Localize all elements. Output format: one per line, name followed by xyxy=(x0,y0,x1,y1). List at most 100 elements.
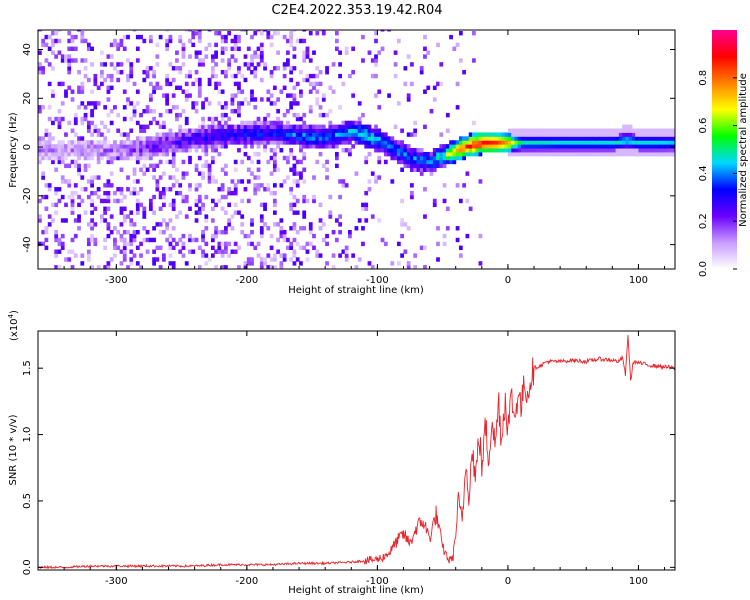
spectrogram-cell xyxy=(292,202,297,208)
spectrogram-cell xyxy=(423,46,427,51)
spectrogram-cell xyxy=(139,136,143,141)
spectrogram-cell xyxy=(93,206,98,211)
spectrogram-cell xyxy=(233,124,238,130)
spectrogram-cell xyxy=(272,163,277,169)
spectrogram-cell xyxy=(390,155,395,161)
spectrogram-cell xyxy=(449,151,453,157)
spectrogram-cell xyxy=(220,140,225,145)
spectrogram-cell xyxy=(279,128,284,133)
spectrogram-cell xyxy=(299,132,303,137)
spectrogram-cell xyxy=(158,148,163,153)
spectrogram-cell xyxy=(230,179,235,184)
spectrogram-cell xyxy=(348,151,352,157)
spectrogram-cell xyxy=(576,132,581,137)
spectrogram-cell xyxy=(253,175,258,180)
spectrogram-cell xyxy=(250,120,254,126)
spectrogram-cell xyxy=(188,73,192,79)
spectrogram-cell xyxy=(289,206,294,211)
spectrogram-cell xyxy=(279,132,284,137)
spectrogram-cell xyxy=(103,62,108,67)
spectrogram-cell xyxy=(109,229,114,235)
spectrogram-cell xyxy=(181,42,186,48)
spectrogram-cell xyxy=(615,136,620,141)
spectrogram-cell xyxy=(224,38,228,44)
spectrogram-cell xyxy=(312,73,316,79)
spectrogram-cell xyxy=(286,175,290,180)
spectrogram-cell xyxy=(286,132,290,137)
spectrogram-cell xyxy=(312,124,316,130)
spectrogram-cell xyxy=(80,175,85,180)
spectrogram-cell xyxy=(132,140,137,145)
spectrogram-cell xyxy=(256,124,261,130)
spectrogram-cell xyxy=(370,140,375,145)
spectrogram-cell xyxy=(47,155,52,161)
spectrogram-cell xyxy=(246,46,251,51)
spectrogram-cell xyxy=(308,124,313,130)
spectrogram-cell xyxy=(158,34,163,40)
spectrogram-cell xyxy=(393,140,398,145)
spectrogram-cell xyxy=(462,148,466,153)
spectrogram-cell xyxy=(70,237,75,243)
spectrogram-cell xyxy=(383,148,388,153)
spectrogram-cell xyxy=(165,222,170,227)
spectrogram-cell xyxy=(667,136,672,141)
spectrogram-cell xyxy=(171,77,176,83)
spectrogram-cell xyxy=(237,265,241,269)
spectrogram-cell xyxy=(266,30,271,36)
spectrogram-cell xyxy=(250,54,254,59)
spectrogram-cell xyxy=(64,218,68,223)
spectrogram-cell xyxy=(119,132,124,137)
spectrogram-cell xyxy=(237,46,241,51)
spectrogram-cell xyxy=(524,132,528,137)
spectrogram-cell xyxy=(511,132,515,137)
spectrogram-cell xyxy=(47,187,52,192)
spectrogram-cell xyxy=(181,89,186,94)
spectrogram-cell xyxy=(122,34,127,40)
spectrogram-cell xyxy=(70,38,75,44)
spectrogram-cell xyxy=(517,140,522,145)
spectrogram-cell xyxy=(445,159,450,165)
spectrogram-cell xyxy=(230,93,235,98)
spectrogram-cell xyxy=(566,128,571,133)
spectrogram-cell xyxy=(609,148,613,153)
spectrogram-cell xyxy=(315,132,320,137)
spectrogram-cell xyxy=(64,155,68,161)
spectrogram-cell xyxy=(599,128,604,133)
spectrogram-cell xyxy=(318,69,323,75)
spectrogram-cell xyxy=(181,50,186,55)
spectrogram-cell xyxy=(410,81,414,87)
snr-y-tick-label: 1.5 xyxy=(22,360,33,376)
spectrogram-cell xyxy=(302,245,307,250)
spectrogram-cell xyxy=(214,202,218,208)
spectrogram-cell xyxy=(256,253,261,258)
spectrogram-cell xyxy=(194,132,199,137)
spectrogram-cell xyxy=(44,140,49,145)
spectrogram-cell xyxy=(142,151,147,157)
spectrogram-cell xyxy=(403,151,408,157)
spectrogram-cell xyxy=(168,159,173,165)
spectrogram-cell xyxy=(299,245,303,250)
spectrogram-cell xyxy=(207,257,212,262)
spectrogram-cell xyxy=(328,120,333,126)
spectrogram-cell xyxy=(263,136,267,141)
spectrogram-cell xyxy=(635,128,639,133)
spectrogram-cell xyxy=(175,105,179,110)
spectrogram-cell xyxy=(393,73,398,79)
spectrogram-cell xyxy=(152,116,156,122)
spectrogram-x-tick-label: -200 xyxy=(236,275,259,286)
spectrogram-cell xyxy=(263,132,267,137)
spectrogram-cell xyxy=(410,151,414,157)
spectrogram-cell xyxy=(517,151,522,157)
spectrogram-cell xyxy=(178,85,183,91)
spectrogram-cell xyxy=(204,241,209,247)
spectrogram-cell xyxy=(106,265,111,269)
spectrogram-cell xyxy=(374,58,378,63)
spectrogram-cell xyxy=(132,233,137,239)
spectrogram-cell xyxy=(90,179,94,184)
spectrogram-cell xyxy=(517,136,522,141)
spectrogram-cell xyxy=(625,132,630,137)
spectrogram-cell xyxy=(348,136,352,141)
spectrogram-cell xyxy=(305,73,310,79)
spectrogram-cell xyxy=(406,265,411,269)
spectrogram-cell xyxy=(100,198,104,204)
